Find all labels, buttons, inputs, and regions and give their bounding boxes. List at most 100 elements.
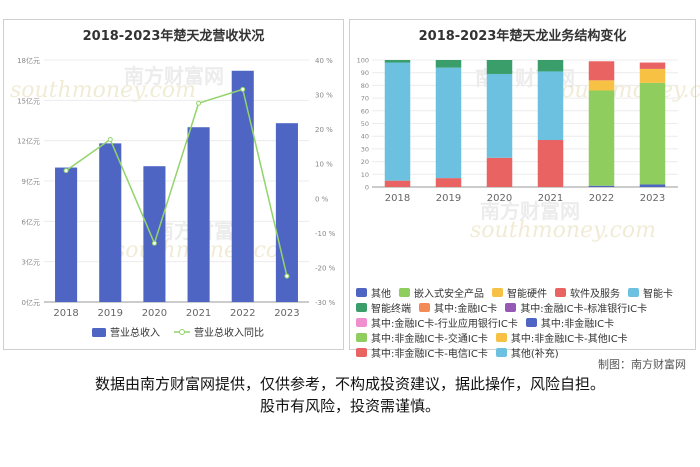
x-tick-label: 2023 xyxy=(640,193,665,204)
legend-swatch xyxy=(399,288,410,297)
legend-label: 软件及服务 xyxy=(570,289,620,300)
legend-label: 智能终端 xyxy=(371,304,411,315)
legend-item: 其中:非金融IC卡 xyxy=(525,315,615,330)
legend-label: 智能卡 xyxy=(643,289,673,300)
revenue-bar xyxy=(143,166,166,302)
legend-swatch xyxy=(356,303,367,312)
legend-label-revenue: 营业总收入 xyxy=(110,326,160,339)
legend-item: 其中:金融IC卡-标准银行IC卡 xyxy=(505,300,647,315)
x-tick-label: 2021 xyxy=(538,193,563,204)
legend-row: 其中:非金融IC卡-电信IC卡 其他(补充) xyxy=(356,345,691,360)
yoy-growth-point xyxy=(240,86,246,92)
stacked-segment xyxy=(486,60,513,74)
y-right-tick-label: -10 % xyxy=(315,230,336,238)
legend-label: 其他 xyxy=(371,289,391,300)
legend-swatch xyxy=(356,318,367,327)
legend-label: 其中:金融IC卡 xyxy=(434,304,498,315)
legend-swatch xyxy=(628,288,639,297)
legend-item: 智能硬件 xyxy=(492,285,547,300)
y-tick-label: 60 xyxy=(361,107,369,115)
legend-row: 智能终端 其中:金融IC卡 其中:金融IC卡-标准银行IC卡 xyxy=(356,300,691,315)
legend-label: 其他(补充) xyxy=(510,349,559,360)
legend-swatch-yoy-marker xyxy=(179,329,185,335)
legend-item: 智能卡 xyxy=(628,285,673,300)
revenue-chart-svg: 0亿元 3亿元 6亿元 9亿元 12亿元 15亿元 18亿元 -30 % -20 % -10 % 0… xyxy=(17,56,336,339)
legend-label: 其中:非金融IC卡 xyxy=(540,319,615,330)
legend-label: 其中:非金融IC卡-电信IC卡 xyxy=(371,349,488,360)
x-tick-label: 2022 xyxy=(230,308,255,319)
legend-row: 其中:非金融IC卡-交通IC卡 其中:非金融IC卡-其他IC卡 xyxy=(356,330,691,345)
legend-item: 其中:金融IC卡-行业应用银行IC卡 xyxy=(356,315,518,330)
y-tick-label: 0 xyxy=(365,184,369,192)
stacked-segment xyxy=(588,80,615,91)
y-right-tick-label: -20 % xyxy=(315,264,336,272)
yoy-growth-point xyxy=(107,137,113,143)
yoy-growth-point xyxy=(151,240,157,246)
legend-label: 嵌入式安全产品 xyxy=(414,289,484,300)
stacked-segment xyxy=(384,60,411,63)
y-tick-label: 20 xyxy=(361,158,369,166)
business-structure-panel: 2018-2023年楚天龙业务结构变化 南方财富网 southmoney.com… xyxy=(349,19,700,360)
legend-swatch xyxy=(555,288,566,297)
y-right-tick-label: 10 % xyxy=(315,161,333,169)
y-left-tick-label: 3亿元 xyxy=(22,258,40,267)
stacked-segment xyxy=(588,90,615,186)
legend-swatch xyxy=(356,333,367,342)
stacked-segment xyxy=(639,62,666,69)
legend-item: 其中:非金融IC卡-交通IC卡 xyxy=(356,330,488,345)
stacked-segment xyxy=(639,184,666,187)
stacked-segment xyxy=(639,68,666,83)
stacked-segment xyxy=(537,71,564,141)
y-right-tick-label: 20 % xyxy=(315,126,333,134)
legend-swatch-revenue xyxy=(92,328,106,337)
legend-swatch xyxy=(495,333,507,342)
stacked-segment xyxy=(486,157,513,187)
yoy-growth-point xyxy=(284,273,290,279)
x-tick-label: 2020 xyxy=(142,308,167,319)
legend-swatch xyxy=(492,288,503,297)
legend-swatch xyxy=(505,303,517,312)
x-tick-label: 2021 xyxy=(186,308,211,319)
x-tick-label: 2019 xyxy=(436,193,461,204)
x-tick-label: 2022 xyxy=(589,193,614,204)
x-tick-label: 2023 xyxy=(274,308,299,319)
revenue-chart-panel: 2018-2023年楚天龙营收状况 南方财富网 southmoney.com 南… xyxy=(3,19,344,350)
x-tick-label: 2020 xyxy=(487,193,512,204)
revenue-bar xyxy=(187,127,210,302)
y-right-tick-label: 30 % xyxy=(315,92,333,100)
x-tick-label: 2019 xyxy=(98,308,123,319)
yoy-growth-point xyxy=(63,168,69,174)
y-right-tick-label: 40 % xyxy=(315,57,333,65)
legend-label: 其中:非金融IC卡-交通IC卡 xyxy=(371,334,488,345)
y-tick-label: 40 xyxy=(361,133,369,141)
y-tick-label: 50 xyxy=(361,120,369,128)
y-left-tick-label: 0亿元 xyxy=(22,298,40,307)
y-left-tick-label: 18亿元 xyxy=(17,56,40,65)
y-left-tick-label: 15亿元 xyxy=(17,96,40,105)
disclaimer: 数据由南方财富网提供，仅供参考，不构成投资建议，据此操作，风险自担。 股市有风险… xyxy=(0,373,700,417)
stacked-segment xyxy=(486,73,513,158)
legend-item: 其他(补充) xyxy=(495,345,559,360)
revenue-bar xyxy=(231,70,254,302)
legend-label: 其中:金融IC卡-标准银行IC卡 xyxy=(520,304,648,315)
business-structure-legend: 其他 嵌入式安全产品 智能硬件 软件及服务 智能卡 智能终端 其中:金融IC卡 其中:金融IC… xyxy=(356,285,691,360)
stacked-segment xyxy=(384,180,411,187)
stacked-segment xyxy=(435,178,462,187)
revenue-bar xyxy=(275,123,298,302)
legend-swatch xyxy=(495,348,507,357)
y-tick-label: 90 xyxy=(361,69,369,77)
business-structure-svg: 0 10 20 30 40 50 60 70 80 90 100 2018 2019 2020 2021 20… xyxy=(357,57,678,204)
stacked-segment xyxy=(435,67,462,179)
y-right-tick-label: -30 % xyxy=(315,299,336,307)
legend-item: 智能终端 xyxy=(356,300,411,315)
disclaimer-line-2: 股市有风险，投资需谨慎。 xyxy=(259,397,440,415)
stacked-segment xyxy=(384,62,411,181)
y-tick-label: 80 xyxy=(361,82,369,90)
business-structure-title: 2018-2023年楚天龙业务结构变化 xyxy=(418,29,627,44)
revenue-chart-title: 2018-2023年楚天龙营收状况 xyxy=(82,29,265,44)
legend-row: 其他 嵌入式安全产品 智能硬件 软件及服务 智能卡 xyxy=(356,285,691,300)
y-left-tick-label: 12亿元 xyxy=(17,137,40,146)
disclaimer-line-1: 数据由南方财富网提供，仅供参考，不构成投资建议，据此操作，风险自担。 xyxy=(94,375,605,393)
y-tick-label: 30 xyxy=(361,145,369,153)
stacked-segment xyxy=(537,140,564,187)
